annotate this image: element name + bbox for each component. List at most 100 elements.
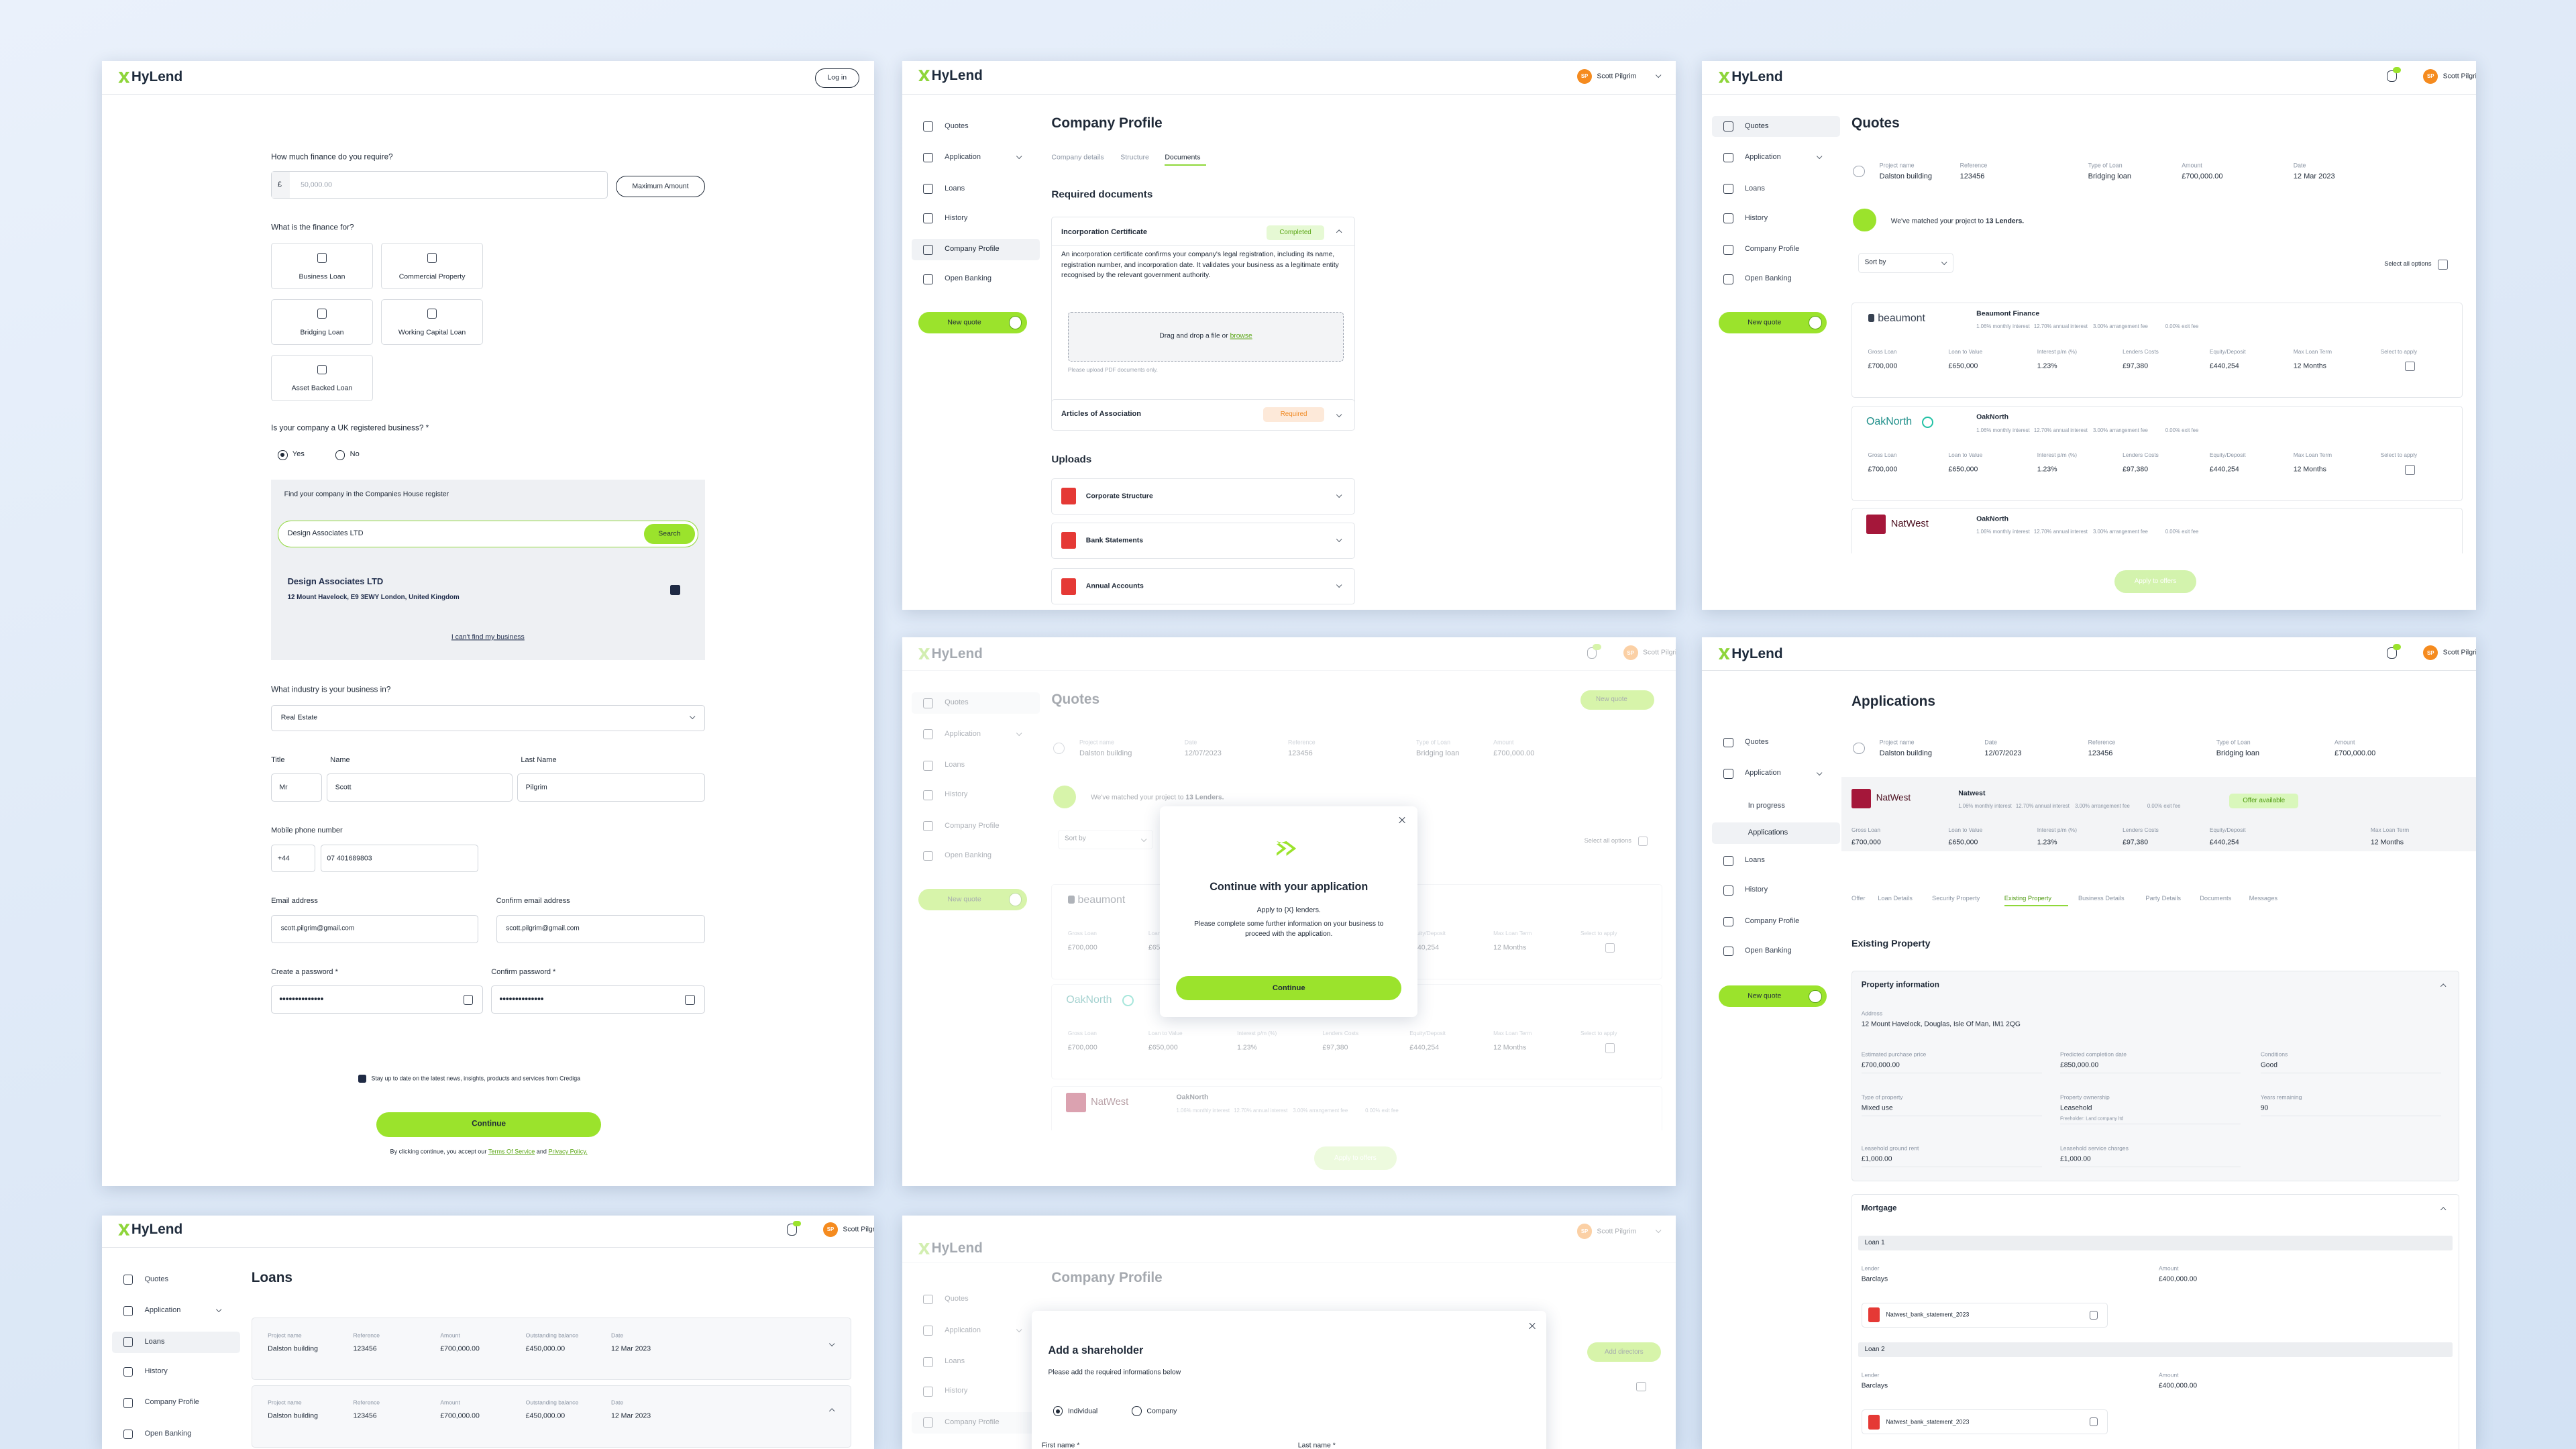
tab[interactable]: Business Details — [2078, 894, 2125, 902]
notification-icon[interactable] — [2387, 647, 2398, 659]
project-icon — [1853, 742, 1865, 755]
tab[interactable]: Company details — [1051, 153, 1104, 162]
question: Is your company a UK registered business… — [271, 423, 429, 433]
nav-item[interactable]: Application — [1744, 769, 1781, 777]
text-part[interactable]: Privacy Policy. — [548, 1148, 588, 1155]
field-label: Years remaining — [2260, 1093, 2302, 1101]
nav-active — [111, 1331, 240, 1353]
industry-select[interactable] — [271, 704, 705, 731]
notification-icon[interactable] — [787, 1224, 797, 1236]
dropzone[interactable] — [1067, 312, 1344, 362]
nav-item[interactable]: Application — [1744, 153, 1781, 162]
nav-item[interactable]: Quotes — [144, 1275, 169, 1283]
notification-icon[interactable] — [2387, 70, 2398, 83]
new-quote-button[interactable] — [1718, 312, 1827, 334]
new-quote-button[interactable] — [918, 312, 1027, 334]
nav-item[interactable]: History — [1744, 213, 1768, 222]
field-label: First name * — [1041, 1441, 1080, 1449]
tab[interactable]: Documents — [1165, 153, 1201, 162]
nav-item[interactable]: Open Banking — [1744, 274, 1792, 283]
nav-item[interactable]: Loans — [945, 184, 965, 193]
lender-term: 3.00% arrangement fee — [2075, 803, 2130, 810]
text-part[interactable]: browse — [1230, 332, 1252, 340]
nav-item[interactable]: Loans — [144, 1337, 165, 1346]
nav-item[interactable]: Open Banking — [1744, 947, 1792, 955]
lender-card — [1851, 302, 2463, 398]
field-label: Max Loan Term — [2293, 347, 2332, 355]
icon — [123, 1305, 133, 1316]
user-name[interactable]: Scott Pilgrim — [2443, 648, 2476, 657]
file-pill[interactable] — [1861, 1303, 2108, 1328]
search-button[interactable] — [643, 524, 695, 544]
user-name[interactable]: Scott Pilgrim — [843, 1225, 874, 1234]
user-name[interactable]: Scott Pilgrim — [1597, 72, 1637, 80]
purpose-card[interactable] — [381, 243, 483, 289]
upload-row[interactable] — [1051, 568, 1356, 605]
cant-find-link[interactable]: I can't find my business — [451, 633, 525, 641]
loan-card[interactable] — [251, 1385, 851, 1448]
nav-item[interactable]: Open Banking — [144, 1430, 192, 1438]
apply-button[interactable] — [2114, 570, 2197, 594]
nav-item[interactable]: Quotes — [945, 121, 969, 130]
nav-item[interactable]: History — [945, 213, 968, 222]
radio[interactable] — [1132, 1406, 1142, 1417]
upload-row[interactable] — [1051, 478, 1356, 515]
nav-item[interactable]: In progress — [1748, 802, 1785, 810]
nav-item[interactable]: Quotes — [1744, 738, 1769, 747]
nav-item[interactable]: History — [144, 1367, 168, 1376]
tab[interactable]: Structure — [1120, 153, 1149, 162]
tab[interactable]: Offer — [1851, 894, 1866, 902]
text-part[interactable]: Terms Of Service — [488, 1148, 535, 1155]
nav-item[interactable]: Quotes — [1744, 121, 1769, 130]
nav-item[interactable]: Company Profile — [945, 245, 1000, 254]
logo-icon — [118, 1224, 130, 1236]
nav-item[interactable]: Application — [945, 153, 981, 162]
nav-item[interactable]: Open Banking — [945, 274, 991, 283]
tab[interactable]: Security Property — [1932, 894, 1980, 902]
checkbox[interactable] — [358, 1074, 367, 1083]
field-value: 12/07/2023 — [1984, 749, 2022, 758]
tab[interactable]: Documents — [2200, 894, 2232, 902]
lender-term: 12.70% annual interest — [2033, 427, 2088, 433]
lender-term: 3.00% arrangement fee — [2093, 323, 2148, 330]
checkbox[interactable] — [2405, 465, 2415, 475]
icon — [1723, 855, 1733, 866]
file-pill[interactable] — [1861, 1409, 2108, 1434]
continue-button[interactable] — [376, 1112, 602, 1137]
nav-item[interactable]: Loans — [1744, 184, 1765, 193]
tab[interactable]: Loan Details — [1878, 894, 1913, 902]
nav-item[interactable]: History — [1744, 885, 1768, 894]
new-quote-button[interactable] — [1718, 985, 1827, 1008]
tab[interactable]: Party Details — [2145, 894, 2182, 902]
user-name[interactable]: Scott Pilgrim — [2443, 72, 2476, 80]
logo-icon — [918, 70, 930, 82]
nav-item[interactable]: Company Profile — [1744, 916, 1800, 925]
sort-select[interactable] — [1858, 253, 1953, 273]
loan-bar — [1858, 1235, 2453, 1250]
upload-row[interactable] — [1051, 522, 1356, 559]
nav-item[interactable]: Loans — [1744, 856, 1765, 865]
login-button[interactable] — [814, 68, 859, 88]
radio[interactable] — [335, 450, 345, 460]
result-name: Design Associates LTD — [287, 576, 384, 586]
purpose-card[interactable] — [271, 299, 373, 345]
loan-card[interactable] — [251, 1318, 851, 1381]
tab[interactable]: Existing Property — [2004, 894, 2052, 902]
purpose-card[interactable] — [271, 243, 373, 289]
checkbox[interactable] — [670, 584, 680, 595]
checkbox[interactable] — [2438, 259, 2448, 270]
max-button[interactable] — [616, 176, 705, 197]
nav-item[interactable]: Company Profile — [1744, 245, 1800, 254]
currency: £ — [277, 180, 282, 189]
modal-icon — [1276, 841, 1297, 856]
nav-item[interactable]: Applications — [1748, 828, 1788, 837]
modal-continue-button[interactable] — [1176, 975, 1401, 1001]
purpose-card[interactable] — [271, 354, 373, 401]
newsletter-label: Stay up to date on the latest news, insi… — [371, 1075, 580, 1082]
nav-item[interactable]: Application — [144, 1306, 181, 1315]
checkbox[interactable] — [2405, 361, 2415, 372]
amount-placeholder: 50,000.00 — [301, 180, 332, 189]
nav-item[interactable]: Company Profile — [144, 1398, 199, 1407]
purpose-card[interactable] — [381, 299, 483, 345]
tab[interactable]: Messages — [2249, 894, 2278, 902]
